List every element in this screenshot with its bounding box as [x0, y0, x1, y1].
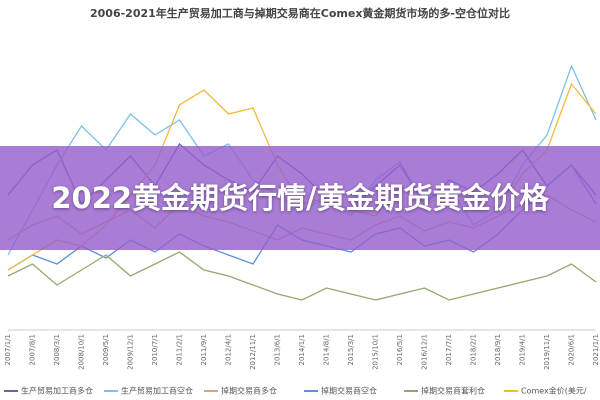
x-tick-label: 2012/11/1 — [249, 334, 257, 370]
x-tick-label: 2008/10/1 — [78, 334, 86, 370]
x-tick-label: 2009/12/1 — [127, 334, 135, 370]
x-tick-label: 2014/8/1 — [323, 334, 331, 365]
x-tick-label: 2015/10/1 — [372, 334, 380, 370]
legend-label: 掉期交易商套利仓 — [421, 386, 485, 396]
x-tick-label: 2013/6/1 — [274, 334, 282, 365]
x-tick-label: 2019/4/1 — [519, 334, 527, 365]
x-tick-label: 2011/2/1 — [176, 334, 184, 365]
x-tick-label: 2017/7/1 — [445, 334, 453, 365]
x-tick-label: 2014/1/1 — [298, 334, 306, 365]
x-tick-label: 2018/9/1 — [494, 334, 502, 365]
x-tick-label: 2012/4/1 — [225, 334, 233, 365]
legend-label: Comex金价(美元/ — [521, 386, 587, 396]
x-tick-label: 2016/5/1 — [396, 334, 404, 365]
x-tick-label: 2021/1/1 — [592, 334, 600, 365]
banner-title: 2022黄金期货行情/黄金期货黄金价格 — [51, 181, 549, 215]
x-tick-label: 2007/8/1 — [29, 334, 37, 365]
x-tick-label: 2020/6/1 — [568, 334, 576, 365]
legend-label: 生产贸易加工商多仓 — [21, 386, 93, 396]
x-tick-label: 2015/3/1 — [347, 334, 355, 365]
x-tick-label: 2016/12/1 — [421, 334, 429, 370]
x-tick-label: 2011/9/1 — [200, 334, 208, 365]
legend-label: 生产贸易加工商空仓 — [121, 386, 193, 396]
banner: 2022黄金期货行情/黄金期货黄金价格 — [0, 146, 600, 250]
x-tick-label: 2010/7/1 — [151, 334, 159, 365]
x-tick-label: 2008/3/1 — [53, 334, 61, 365]
x-tick-label: 2018/2/1 — [470, 334, 478, 365]
series-line — [7, 251, 597, 301]
chart-title: 2006-2021年生产贸易加工商与掉期交易商在Comex黄金期货市场的多-空仓… — [90, 6, 510, 20]
x-tick-label: 2019/11/1 — [543, 334, 551, 370]
legend-label: 掉期交易商空仓 — [321, 386, 377, 396]
legend-label: 掉期交易商多仓 — [221, 386, 277, 396]
x-tick-label: 2009/5/1 — [102, 334, 110, 365]
x-tick-label: 2007/1/1 — [4, 334, 12, 365]
